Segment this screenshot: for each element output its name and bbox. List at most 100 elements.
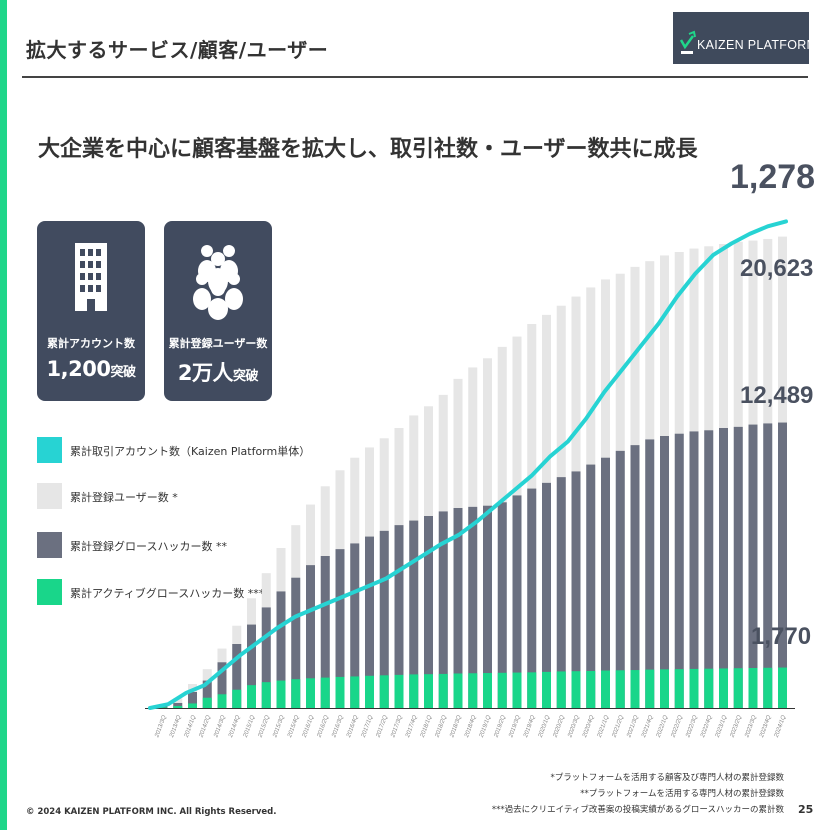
bar-active (232, 689, 242, 708)
bar-active (542, 671, 551, 708)
bar-hackers (615, 450, 625, 708)
bar-active (586, 670, 596, 708)
bar-active (424, 674, 433, 708)
bar-hackers (247, 624, 256, 708)
legend-swatch (37, 483, 62, 509)
x-tick-label: 2019/3Q (508, 714, 522, 739)
callout-hackers: 12,489 (740, 382, 814, 409)
footnote-2: **プラットフォームを活用する専門人材の累計登録数 (580, 789, 784, 799)
card-label: 累計登録ユーザー数 (168, 337, 268, 350)
bar-hackers (601, 457, 610, 708)
legend-label: 累計登録ユーザー数 * (70, 491, 178, 504)
x-tick-label: 2013/4Q (169, 714, 183, 739)
x-tick-label: 2015/1Q (243, 714, 257, 739)
bar-hackers (306, 565, 315, 708)
callout-accounts: 1,278 (730, 158, 816, 196)
x-tick-label: 2023/3Q (744, 714, 758, 739)
x-tick-label: 2023/4Q (759, 714, 773, 739)
card-suffix: 突破 (110, 365, 136, 380)
bar-active (276, 680, 286, 708)
bar-hackers (763, 423, 773, 708)
x-tick-label: 2018/1Q (420, 714, 434, 739)
bar-active (247, 685, 256, 708)
bar-hackers (232, 644, 242, 708)
callout-active: 1,770 (751, 623, 812, 650)
bar-active (468, 673, 478, 708)
bar-hackers (202, 680, 212, 708)
headline: 大企業を中心に顧客基盤を拡大し、取引社数・ユーザー数共に成長 (38, 137, 698, 162)
bar-hackers (778, 422, 787, 708)
x-tick-label: 2022/1Q (656, 714, 670, 739)
bar-active (645, 669, 655, 708)
legend-swatch (37, 437, 62, 463)
x-tick-label: 2020/1Q (538, 714, 552, 739)
bar-active (158, 707, 168, 708)
x-tick-label: 2015/2Q (257, 714, 271, 739)
stat-card-users: 累計登録ユーザー数 2万人突破 (164, 221, 272, 401)
bar-hackers (379, 530, 389, 708)
bar-active (660, 669, 669, 708)
bar-hackers (320, 556, 330, 708)
bar-hackers (733, 426, 743, 708)
bar-hackers (483, 505, 492, 708)
building-icon (75, 243, 107, 311)
bar-hackers (350, 543, 360, 708)
bar-active (320, 677, 330, 708)
bar-active (394, 674, 404, 708)
footnote-3: ***過去にクリエイティブ改善案の投稿実績があるグロースハッカーの累計数 (491, 805, 784, 815)
bar-active (438, 673, 448, 708)
x-tick-label: 2017/3Q (390, 714, 404, 739)
bar-active (615, 670, 625, 708)
x-tick-label: 2023/2Q (729, 714, 743, 739)
card-value: 1,200突破 (46, 357, 136, 381)
bar-active (453, 673, 463, 708)
bar-active (409, 674, 419, 708)
x-tick-label: 2020/2Q (552, 714, 566, 739)
bar-active (630, 670, 640, 708)
bar-active (291, 679, 301, 708)
bar-hackers (438, 511, 448, 708)
bar-active (748, 668, 758, 708)
bar-hackers (424, 516, 433, 708)
legend-swatch (37, 532, 62, 558)
x-tick-label: 2015/3Q (272, 714, 286, 739)
bar-hackers (542, 482, 551, 708)
bar-active (733, 668, 743, 708)
bar-hackers (468, 506, 478, 708)
x-tick-label: 2019/4Q (523, 714, 537, 739)
x-tick-label: 2019/1Q (479, 714, 493, 739)
bar-hackers (645, 439, 655, 708)
card-suffix: 突破 (233, 369, 259, 384)
bar-active (571, 671, 581, 708)
bar-hackers (719, 428, 728, 708)
line-accounts (148, 219, 788, 710)
bar-active (689, 668, 699, 708)
bar-active (556, 671, 566, 708)
bar-hackers (453, 508, 463, 708)
header-divider (22, 76, 808, 78)
accent-bar (0, 0, 7, 830)
x-tick-label: 2021/2Q (611, 714, 625, 739)
bar-active (202, 697, 212, 708)
bar-active (704, 668, 714, 708)
bar-hackers (704, 430, 714, 708)
bar-active (601, 670, 610, 708)
bar-hackers (674, 433, 684, 708)
bar-hackers (365, 536, 374, 708)
legend-label: 累計取引アカウント数（Kaizen Platform単体） (70, 445, 311, 458)
footnote-1: *プラットフォームを活用する顧客及び専門人材の累計登録数 (550, 773, 785, 783)
bar-hackers (276, 591, 286, 708)
bar-hackers (335, 549, 345, 708)
x-tick-label: 2014/1Q (184, 714, 198, 739)
bar-hackers (497, 502, 507, 708)
card-value: 2万人突破 (177, 361, 259, 385)
bar-active (763, 667, 773, 708)
bar-hackers (409, 520, 419, 708)
bar-active (188, 703, 197, 708)
x-tick-label: 2022/3Q (685, 714, 699, 739)
legend-label: 累計登録グロースハッカー数 ** (70, 540, 227, 553)
bar-hackers (660, 436, 669, 708)
x-tick-label: 2017/1Q (361, 714, 375, 739)
x-tick-label: 2018/2Q (434, 714, 448, 739)
